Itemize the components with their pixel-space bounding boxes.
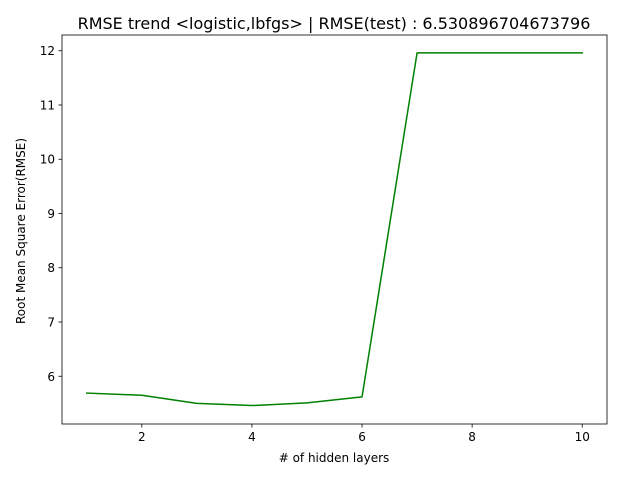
chart-title: RMSE trend <logistic,lbfgs> | RMSE(test)… xyxy=(78,14,591,33)
y-tick-label: 6 xyxy=(47,370,55,384)
x-axis-title: # of hidden layers xyxy=(279,451,390,465)
x-tick-label: 8 xyxy=(468,430,476,444)
plot-area: 2 4 6 8 10 6 7 8 9 10 11 12 xyxy=(40,34,608,444)
plot-frame xyxy=(61,34,608,425)
y-tick-label: 10 xyxy=(40,153,55,167)
x-tick-label: 4 xyxy=(248,430,256,444)
y-tick-label: 8 xyxy=(47,261,55,275)
x-tick-label: 10 xyxy=(575,430,590,444)
y-axis-title: Root Mean Square Error(RMSE) xyxy=(14,138,28,324)
series-line-0 xyxy=(85,52,583,407)
y-tick-label: 9 xyxy=(47,207,55,221)
y-tick-label: 12 xyxy=(40,44,55,58)
x-tick-label: 2 xyxy=(138,430,146,444)
y-tick-label: 11 xyxy=(40,98,55,112)
x-tick-label: 6 xyxy=(358,430,366,444)
y-tick-label: 7 xyxy=(47,316,55,330)
